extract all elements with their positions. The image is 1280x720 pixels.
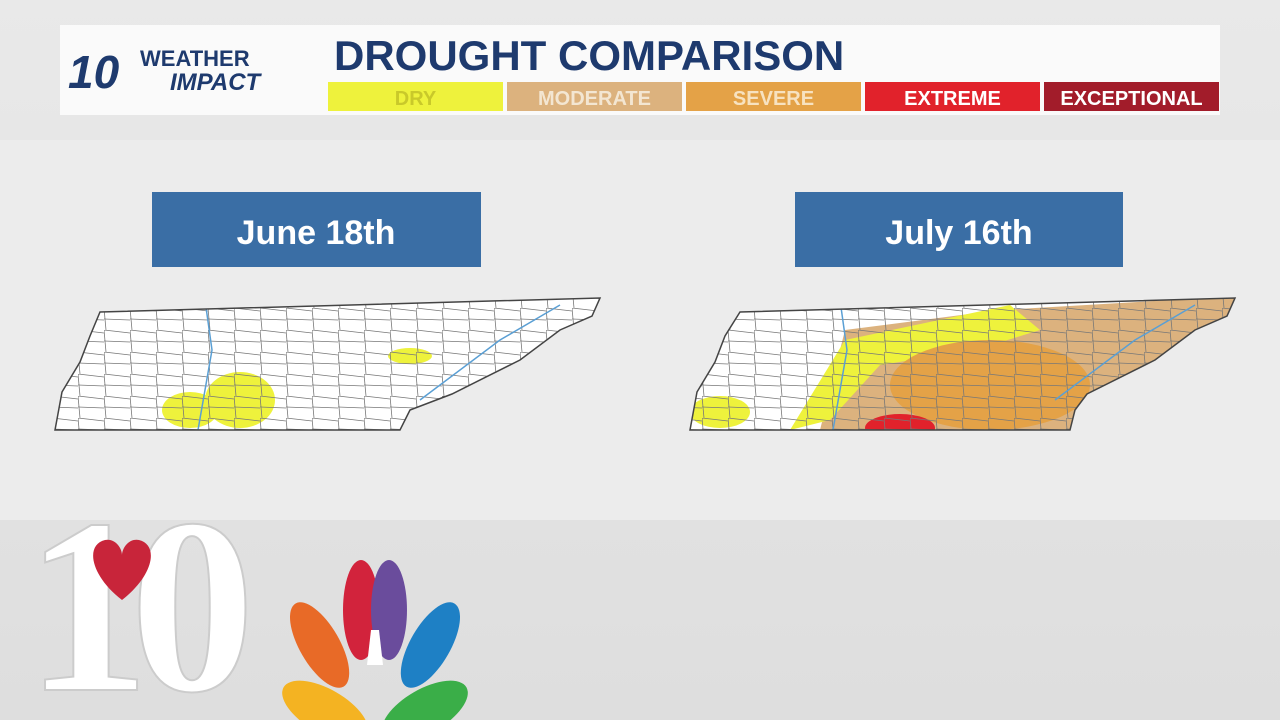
- panel-label-box: [152, 192, 481, 267]
- legend-swatch: [865, 82, 1040, 111]
- legend-swatch: [507, 82, 682, 111]
- logo-heart: [93, 539, 151, 600]
- legend-swatch: [686, 82, 861, 111]
- state-outline: [689, 297, 1237, 431]
- logo-line1: WEATHER: [140, 46, 250, 71]
- legend-label: MODERATE: [538, 88, 651, 110]
- title: DROUGHT COMPARISON: [334, 32, 844, 79]
- state-outline: [54, 297, 602, 431]
- legend-label: EXCEPTIONAL: [1060, 88, 1202, 110]
- panel-label: July 16th: [885, 214, 1032, 252]
- nbc-peacock: [282, 560, 468, 720]
- legend-swatch: [1044, 82, 1219, 111]
- legend-label: EXTREME: [904, 88, 1001, 110]
- panel-label-box: [795, 192, 1123, 267]
- legend-label: DRY: [395, 88, 437, 110]
- panel-label: June 18th: [237, 214, 396, 252]
- station-logo: 10: [25, 468, 246, 720]
- legend-swatch: [328, 82, 503, 111]
- logo-number: 10: [68, 46, 120, 98]
- legend: DRY MODERATE SEVERE EXTREME EXCEPTIONAL: [328, 82, 1219, 111]
- logo-line2: IMPACT: [170, 69, 263, 96]
- legend-label: SEVERE: [733, 88, 814, 110]
